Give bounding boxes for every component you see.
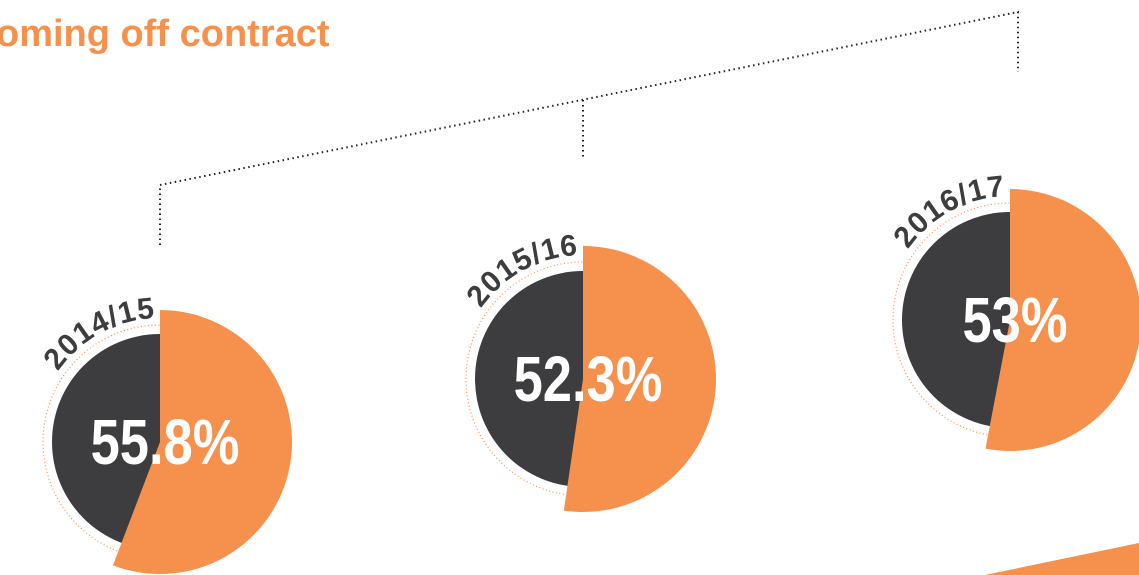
pie-slice — [985, 189, 1139, 451]
value-label: 52.3% — [514, 344, 663, 415]
value-label: 53% — [962, 285, 1067, 356]
pie-slice — [112, 310, 292, 574]
connector — [159, 10, 1019, 245]
value-label: 55.8% — [91, 407, 240, 478]
pie-slice — [563, 246, 716, 512]
heading: oming off contract — [0, 13, 330, 55]
connector-line — [159, 10, 1019, 245]
decor-shape — [985, 543, 1139, 575]
